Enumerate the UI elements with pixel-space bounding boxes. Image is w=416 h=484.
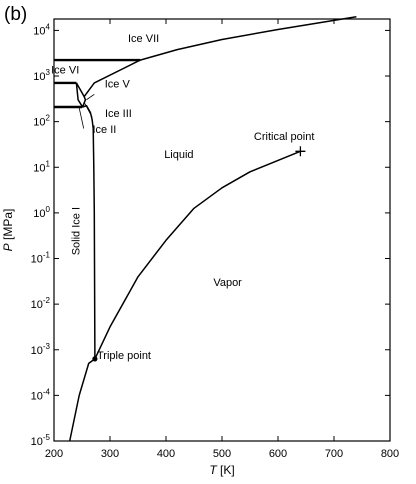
x-tick-label: 600 xyxy=(269,448,287,460)
annotation-label: Ice V xyxy=(105,78,131,90)
x-tick-label: 200 xyxy=(45,448,63,460)
y-tick-label: 103 xyxy=(33,68,50,83)
y-tick-label: 10-1 xyxy=(31,251,51,266)
x-tick-label: 500 xyxy=(213,448,231,460)
x-tick-label: 300 xyxy=(101,448,119,460)
annotation-label: Vapor xyxy=(213,277,242,289)
phase-boundary-5 xyxy=(75,15,357,98)
y-tick-label: 10-4 xyxy=(31,387,51,402)
x-axis-label: T [K] xyxy=(209,463,234,477)
annotation-label: Ice VII xyxy=(128,33,159,45)
phase-boundary-6 xyxy=(75,82,87,108)
leader-line xyxy=(86,93,95,101)
leader-line xyxy=(84,103,93,118)
phase-boundary-0 xyxy=(68,150,301,442)
curves-layer xyxy=(54,15,357,442)
annotation-label: Solid Ice I xyxy=(71,207,83,255)
annotation-label: Ice VI xyxy=(51,65,79,77)
y-tick-label: 100 xyxy=(33,205,50,220)
y-tick-label: 10-3 xyxy=(31,342,51,357)
annotation-label: Ice II xyxy=(92,124,116,136)
critical-point-marker xyxy=(295,146,306,157)
leader-line xyxy=(78,107,85,129)
annotation-label: Ice III xyxy=(105,108,132,120)
phase-boundary-1 xyxy=(82,104,96,359)
annotations-layer: Ice VII Ice VI Ice V Ice III Ice II Liquid Cri… xyxy=(51,33,314,362)
triple-point-marker xyxy=(92,356,98,362)
y-axis-label: P [MPa] xyxy=(1,209,15,252)
y-tick-label: 10-5 xyxy=(31,433,51,448)
y-tick-label: 104 xyxy=(33,22,50,37)
x-tick-label: 800 xyxy=(381,448,399,460)
panel-label: (b) xyxy=(4,4,28,25)
y-tick-label: 101 xyxy=(33,159,50,174)
ticks-layer: 200 300 400 500 600 700 800 10-5 10-4 10-3 10-2 10-… xyxy=(31,19,399,460)
annotation-label: Critical point xyxy=(254,131,315,143)
y-tick-label: 10-2 xyxy=(31,296,51,311)
x-tick-label: 700 xyxy=(325,448,343,460)
y-tick-label: 102 xyxy=(33,114,50,129)
annotation-label: Liquid xyxy=(164,149,193,161)
x-tick-label: 400 xyxy=(157,448,175,460)
markers-layer xyxy=(92,146,306,362)
annotation-label: Triple point xyxy=(97,350,151,362)
